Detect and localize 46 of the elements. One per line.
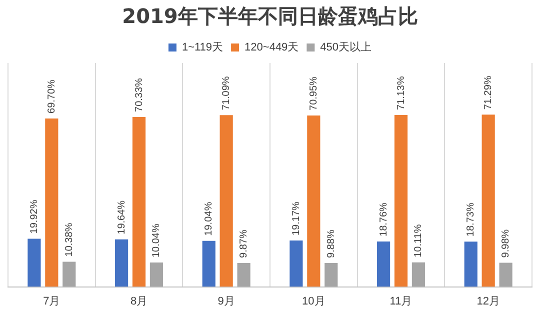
bar [202,240,216,287]
bar [376,242,390,287]
bar [237,262,250,287]
data-label: 9.87% [238,230,250,258]
legend-label: 1~119天 [182,42,224,54]
data-label: 71.09% [221,76,232,110]
x-tick-label: 9月 [218,295,235,308]
bar [464,242,478,287]
x-tick-label: 10月 [302,295,326,308]
data-label: 9.98% [500,229,512,258]
bar [45,118,58,287]
legend-label: 120~449天 [244,42,299,54]
bar [114,239,128,287]
data-label: 70.33% [134,78,145,112]
bar [482,114,495,287]
data-label: 18.76% [378,202,390,236]
bar [307,115,320,287]
data-label: 18.73% [466,202,477,237]
bar [290,240,303,287]
bar [220,115,233,287]
data-label: 69.70% [46,79,58,114]
data-label: 10.04% [151,224,162,258]
x-tick-label: 11月 [390,295,412,308]
bar [394,115,408,287]
legend-label: 450天以上 [320,40,372,54]
bar [132,116,146,287]
data-label: 70.95% [308,76,320,110]
x-tick-label: 7月 [43,295,60,308]
data-label: 71.13% [396,76,407,110]
data-label: 19.04% [204,202,215,236]
bar [150,262,164,287]
bar [324,262,338,287]
bar [62,262,76,287]
x-tick-label: 8月 [130,295,148,308]
bar [412,262,426,287]
data-label: 19.92% [28,200,40,234]
chart-title: 2019年下半年不同日龄蛋鸡占比 [122,4,418,28]
data-label: 10.11% [413,224,424,258]
data-label: 10.38% [64,222,75,257]
bar [28,238,41,287]
data-label: 19.64% [116,200,128,234]
bar [499,262,512,287]
data-label: 19.17% [290,201,302,236]
x-tick-label: 12月 [476,295,500,308]
data-label: 71.29% [483,76,494,110]
data-label: 9.88% [326,229,337,258]
